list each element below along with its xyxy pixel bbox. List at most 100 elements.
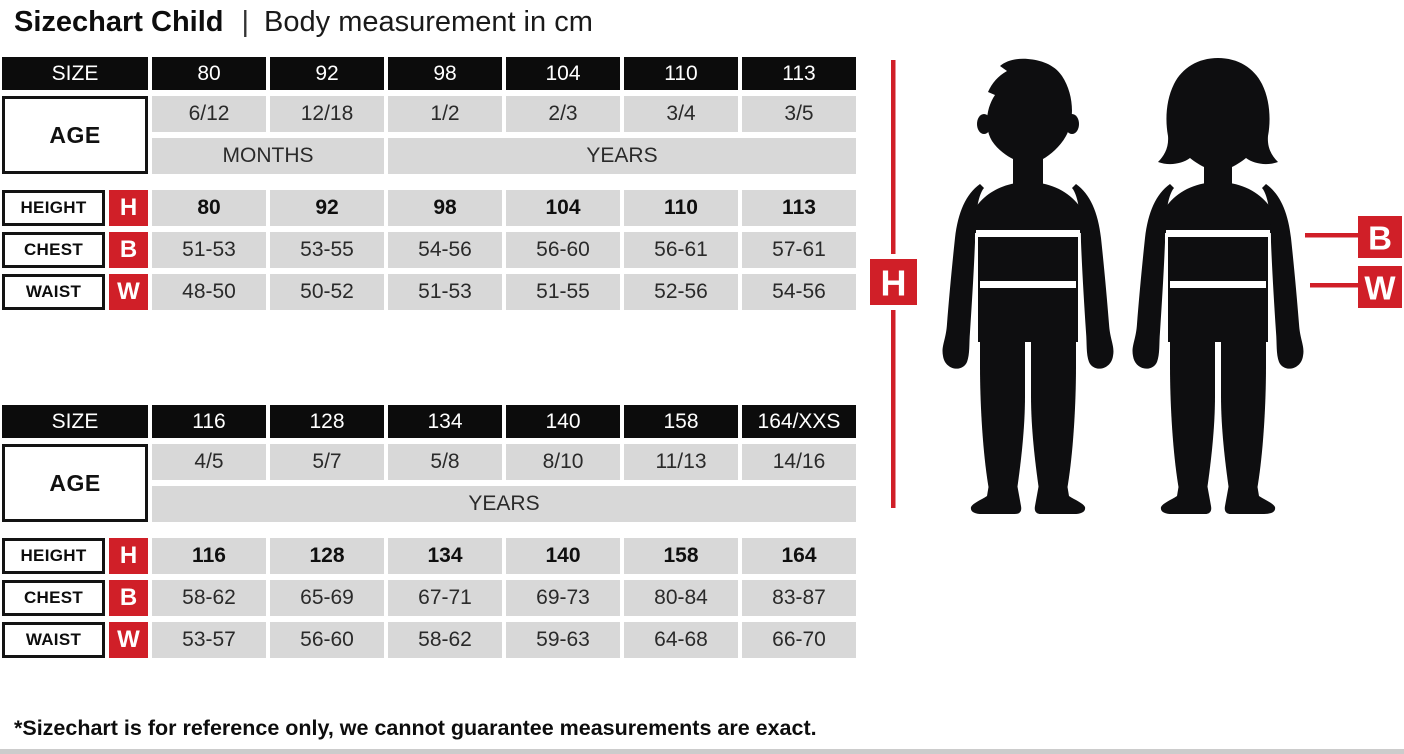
size-header-cell: SIZE: [2, 405, 148, 438]
chest-row-label: CHEST: [2, 580, 105, 616]
height-value-cell: 92: [270, 190, 384, 226]
size-header-cell: SIZE: [2, 57, 148, 90]
size-value-cell: 104: [506, 57, 620, 90]
chest-row-label: CHEST: [2, 232, 105, 268]
chest-value-cell: 57-61: [742, 232, 856, 268]
age-label-cell: AGE: [2, 444, 148, 522]
girl-silhouette: [1133, 58, 1304, 514]
waist-value-cell: 51-55: [506, 274, 620, 310]
page-title: Sizechart Child | Body measurement in cm: [14, 2, 593, 42]
chest-value-cell: 53-55: [270, 232, 384, 268]
chest-value-cell: 56-60: [506, 232, 620, 268]
height-badge: [870, 259, 917, 305]
height-value-cell: 128: [270, 538, 384, 574]
height-value-cell: 113: [742, 190, 856, 226]
chest-value-cell: 51-53: [152, 232, 266, 268]
age-value-cell: 6/12: [152, 96, 266, 132]
height-value-cell: 158: [624, 538, 738, 574]
height-measure-line-top: [891, 60, 896, 254]
height-value-cell: 164: [742, 538, 856, 574]
size-value-cell: 164/XXS: [742, 405, 856, 438]
waist-row-label: WAIST: [2, 274, 105, 310]
chest-value-cell: 58-62: [152, 580, 266, 616]
title-main: Sizechart Child: [14, 6, 224, 38]
age-period-cell: MONTHS: [152, 138, 384, 174]
age-value-cell: 14/16: [742, 444, 856, 480]
size-value-cell: 116: [152, 405, 266, 438]
waist-value-cell: 52-56: [624, 274, 738, 310]
waist-value-cell: 50-52: [270, 274, 384, 310]
waist-callout-line: [1310, 283, 1358, 288]
waist-badge: [1358, 266, 1402, 308]
chest-value-cell: 54-56: [388, 232, 502, 268]
measure-label-wrap: CHEST B: [2, 580, 148, 616]
bottom-divider: [0, 749, 1404, 754]
chest-value-cell: 56-61: [624, 232, 738, 268]
age-value-cell: 3/5: [742, 96, 856, 132]
height-value-cell: 110: [624, 190, 738, 226]
footnote: *Sizechart is for reference only, we can…: [14, 716, 817, 740]
chest-value-cell: 69-73: [506, 580, 620, 616]
measure-label-wrap: HEIGHT H: [2, 190, 148, 226]
height-value-cell: 140: [506, 538, 620, 574]
height-row-label: HEIGHT: [2, 190, 105, 226]
age-period-cell: YEARS: [388, 138, 856, 174]
waist-value-cell: 66-70: [742, 622, 856, 658]
height-value-cell: 98: [388, 190, 502, 226]
size-value-cell: 110: [624, 57, 738, 90]
boy-head: [986, 58, 1072, 186]
chest-callout-line: [1305, 233, 1358, 238]
waist-value-cell: 48-50: [152, 274, 266, 310]
waist-value-cell: 64-68: [624, 622, 738, 658]
age-value-cell: 4/5: [152, 444, 266, 480]
size-value-cell: 98: [388, 57, 502, 90]
size-value-cell: 134: [388, 405, 502, 438]
measure-label-wrap: HEIGHT H: [2, 538, 148, 574]
chest-value-cell: 80-84: [624, 580, 738, 616]
sizechart-table-small-sizes: SIZE 80 92 98 104 110 113 AGE 6/12 12/18 1/2 2/3 3/4…: [2, 57, 856, 310]
waist-value-cell: 53-57: [152, 622, 266, 658]
measurement-figure: H B W: [870, 58, 1402, 524]
age-value-cell: 12/18: [270, 96, 384, 132]
waist-badge: W: [109, 622, 148, 658]
age-value-cell: 5/7: [270, 444, 384, 480]
chest-badge: [1358, 216, 1402, 258]
chest-value-cell: 67-71: [388, 580, 502, 616]
waist-badge-letter: W: [1364, 270, 1396, 307]
size-value-cell: 113: [742, 57, 856, 90]
height-measure-line-bottom: [891, 310, 896, 508]
waist-value-cell: 54-56: [742, 274, 856, 310]
height-badge: H: [109, 190, 148, 226]
size-value-cell: 80: [152, 57, 266, 90]
age-value-cell: 3/4: [624, 96, 738, 132]
chest-badge-letter: B: [1368, 220, 1392, 257]
height-value-cell: 116: [152, 538, 266, 574]
sizechart-table-large-sizes: SIZE 116 128 134 140 158 164/XXS AGE 4/5 5/7 5/8 8/…: [2, 405, 856, 658]
age-value-cell: 5/8: [388, 444, 502, 480]
title-separator: |: [241, 6, 250, 38]
boy-silhouette: [943, 58, 1114, 514]
height-value-cell: 80: [152, 190, 266, 226]
age-value-cell: 1/2: [388, 96, 502, 132]
title-subtitle: Body measurement in cm: [264, 6, 593, 38]
size-value-cell: 158: [624, 405, 738, 438]
chest-value-cell: 83-87: [742, 580, 856, 616]
age-period-cell: YEARS: [152, 486, 856, 522]
height-value-cell: 104: [506, 190, 620, 226]
measure-label-wrap: WAIST W: [2, 622, 148, 658]
waist-badge: W: [109, 274, 148, 310]
size-value-cell: 92: [270, 57, 384, 90]
age-value-cell: 11/13: [624, 444, 738, 480]
age-value-cell: 8/10: [506, 444, 620, 480]
waist-value-cell: 51-53: [388, 274, 502, 310]
girl-head: [1158, 58, 1278, 186]
chest-badge: B: [109, 580, 148, 616]
chest-value-cell: 65-69: [270, 580, 384, 616]
waist-value-cell: 59-63: [506, 622, 620, 658]
chest-badge: B: [109, 232, 148, 268]
measure-label-wrap: WAIST W: [2, 274, 148, 310]
height-badge: H: [109, 538, 148, 574]
height-row-label: HEIGHT: [2, 538, 105, 574]
measure-label-wrap: CHEST B: [2, 232, 148, 268]
